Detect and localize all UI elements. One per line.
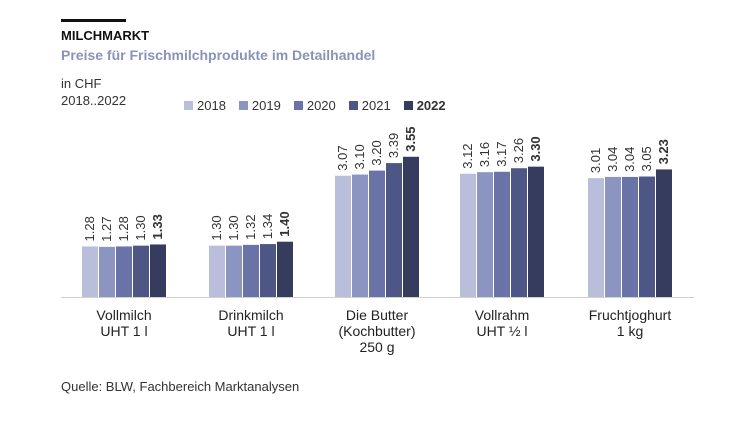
bar-2022-0 bbox=[150, 244, 166, 297]
data-label-2021-4: 3.05 bbox=[639, 146, 654, 171]
data-label-2020-0: 1.28 bbox=[116, 216, 131, 241]
category-label-1-line-0: Drinkmilch bbox=[218, 307, 283, 323]
data-label-2022-4: 3.23 bbox=[656, 139, 671, 164]
data-label-2021-1: 1.34 bbox=[260, 214, 275, 239]
bar-2020-0 bbox=[116, 246, 132, 297]
bar-2019-4 bbox=[605, 176, 621, 297]
category-label-4-line-0: Fruchtjoghurt bbox=[589, 307, 672, 323]
legend-item-2019: 2019 bbox=[238, 98, 281, 113]
legend-item-2020: 2020 bbox=[293, 98, 336, 113]
data-label-2020-3: 3.17 bbox=[494, 141, 509, 166]
data-label-2019-1: 1.30 bbox=[226, 215, 241, 240]
category-label-0-line-0: Vollmilch bbox=[96, 307, 151, 323]
legend-label-2021: 2021 bbox=[361, 98, 391, 113]
data-label-2022-0: 1.33 bbox=[150, 214, 165, 239]
legend-item-2022: 2022 bbox=[403, 98, 446, 113]
data-label-2018-4: 3.01 bbox=[588, 148, 603, 173]
bar-2020-1 bbox=[243, 244, 259, 297]
bar-2019-0 bbox=[99, 246, 115, 297]
data-label-2022-3: 3.30 bbox=[528, 136, 543, 161]
legend-label-2019: 2019 bbox=[251, 98, 281, 113]
bar-2019-2 bbox=[352, 174, 368, 297]
bar-2021-0 bbox=[133, 245, 149, 297]
bar-2021-4 bbox=[639, 176, 655, 297]
bar-2021-2 bbox=[386, 163, 402, 297]
legend-label-2018: 2018 bbox=[197, 98, 226, 113]
data-label-2018-3: 3.12 bbox=[460, 143, 475, 168]
bar-2018-0 bbox=[82, 246, 98, 297]
bar-2022-3 bbox=[528, 166, 544, 297]
bar-2022-2 bbox=[403, 156, 419, 297]
bar-2020-4 bbox=[622, 176, 638, 297]
data-label-2020-2: 3.20 bbox=[369, 140, 384, 165]
data-label-2018-1: 1.30 bbox=[209, 215, 224, 240]
data-label-2018-0: 1.28 bbox=[82, 216, 97, 241]
data-label-2021-3: 3.26 bbox=[511, 138, 526, 163]
data-label-2022-2: 3.55 bbox=[403, 126, 418, 151]
bar-2018-2 bbox=[335, 175, 351, 297]
chart-title: Preise für Frischmilchprodukte im Detail… bbox=[61, 47, 376, 63]
bar-2019-3 bbox=[477, 172, 493, 297]
category-label-2-line-2: 250 g bbox=[359, 339, 394, 355]
legend-label-2020: 2020 bbox=[306, 98, 336, 113]
bar-2020-3 bbox=[494, 171, 510, 297]
legend-swatch-2018 bbox=[184, 101, 193, 110]
category-label-2-line-0: Die Butter bbox=[346, 307, 409, 323]
legend-label-2022: 2022 bbox=[416, 98, 446, 113]
unit-label: in CHF 2018..2022 bbox=[61, 75, 126, 109]
data-label-2019-4: 3.04 bbox=[605, 147, 620, 172]
bar-2018-1 bbox=[209, 245, 225, 297]
category-label-3-line-1: UHT ½ l bbox=[476, 323, 527, 339]
category-label-4-line-1: 1 kg bbox=[617, 323, 643, 339]
data-label-2019-0: 1.27 bbox=[99, 217, 114, 242]
category-label-3-line-0: Vollrahm bbox=[475, 307, 529, 323]
bar-2020-2 bbox=[369, 170, 385, 297]
legend-item-2018: 2018 bbox=[184, 98, 226, 113]
bar-2018-3 bbox=[460, 173, 476, 297]
source-note: Quelle: BLW, Fachbereich Marktanalysen bbox=[61, 379, 300, 394]
data-label-2021-0: 1.30 bbox=[133, 215, 148, 240]
data-label-2022-1: 1.40 bbox=[277, 211, 292, 236]
category-label-2-line-1: (Kochbutter) bbox=[338, 323, 415, 339]
bar-2022-4 bbox=[656, 169, 672, 297]
category-label-0-line-1: UHT 1 l bbox=[100, 323, 147, 339]
legend: 2018 2019 2020 2021 2022 bbox=[184, 98, 459, 113]
data-label-2021-2: 3.39 bbox=[386, 133, 401, 158]
bar-2018-4 bbox=[588, 178, 604, 297]
data-label-2020-1: 1.32 bbox=[243, 215, 258, 240]
data-label-2019-2: 3.10 bbox=[352, 144, 367, 169]
bar-2021-1 bbox=[260, 244, 276, 297]
legend-swatch-2021 bbox=[348, 101, 358, 110]
bar-2022-1 bbox=[277, 241, 293, 297]
title-rule bbox=[61, 19, 126, 22]
bar-2021-3 bbox=[511, 168, 527, 297]
chart-category-title: MILCHMARKT bbox=[61, 28, 150, 43]
legend-swatch-2020 bbox=[293, 101, 303, 110]
unit-years: 2018..2022 bbox=[61, 93, 127, 108]
bar-2019-1 bbox=[226, 245, 242, 297]
data-label-2018-2: 3.07 bbox=[335, 145, 350, 170]
data-label-2020-4: 3.04 bbox=[622, 147, 637, 172]
data-label-2019-3: 3.16 bbox=[477, 142, 492, 167]
legend-swatch-2022 bbox=[403, 101, 413, 110]
legend-swatch-2019 bbox=[238, 101, 248, 110]
unit-currency: in CHF bbox=[61, 76, 102, 91]
legend-item-2021: 2021 bbox=[348, 98, 391, 113]
category-label-1-line-1: UHT 1 l bbox=[227, 323, 274, 339]
